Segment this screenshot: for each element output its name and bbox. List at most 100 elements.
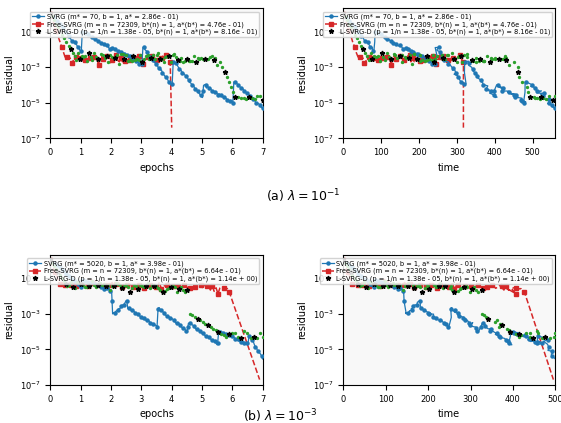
L-SVRG-D (p = 1/n = 1.38e - 05, b*(n) = 1, a*(b*) = 8.16e - 01) xyxy=(210,58,217,63)
L-SVRG-D (p = 1/n = 1.38e - 05, b*(n) = 1, a*(b*) = 1.14e + 00) xyxy=(347,269,354,274)
SVRG (m* = 5020, b = 1, a* = 3.98e - 01) xyxy=(135,311,141,316)
Free-SVRG (m = n = 72309, b*(n) = 1, a*(b*) = 4.76e - 01) xyxy=(168,125,175,130)
L-SVRG-D (p = 1/n = 1.38e - 05, b*(n) = 1, a*(b*) = 1.14e + 00) xyxy=(506,330,513,335)
Legend: SVRG (m* = 5020, b = 1, a* = 3.98e - 01), Free-SVRG (m = n = 72309, b*(n) = 1, a: SVRG (m* = 5020, b = 1, a* = 3.98e - 01)… xyxy=(320,258,552,284)
L-SVRG-D (p = 1/n = 1.38e - 05, b*(n) = 1, a*(b*) = 1.14e + 00) xyxy=(159,289,166,294)
Line: L-SVRG-D (p = 1/n = 1.38e - 05, b*(n) = 1, a*(b*) = 8.16e - 01): L-SVRG-D (p = 1/n = 1.38e - 05, b*(n) = … xyxy=(48,11,265,102)
Line: Free-SVRG (m = n = 72309, b*(n) = 1, a*(b*) = 4.76e - 01): Free-SVRG (m = n = 72309, b*(n) = 1, a*(… xyxy=(49,12,173,129)
Line: SVRG (m* = 5020, b = 1, a* = 3.98e - 01): SVRG (m* = 5020, b = 1, a* = 3.98e - 01) xyxy=(49,259,264,360)
L-SVRG-D (p = 1/n = 1.38e - 05, b*(n) = 1, a*(b*) = 8.16e - 01) xyxy=(246,94,252,99)
L-SVRG-D (p = 1/n = 1.38e - 05, b*(n) = 1, a*(b*) = 8.16e - 01) xyxy=(397,53,404,58)
L-SVRG-D (p = 1/n = 1.38e - 05, b*(n) = 1, a*(b*) = 8.16e - 01) xyxy=(183,57,190,62)
Y-axis label: residual: residual xyxy=(297,301,307,339)
Free-SVRG (m = n = 72309, b*(n) = 1, a*(b*) = 4.76e - 01) xyxy=(424,55,431,60)
Free-SVRG (m = n = 72309, b*(n) = 1, a*(b*) = 6.64e - 01) xyxy=(185,285,191,290)
Free-SVRG (m = n = 72309, b*(n) = 1, a*(b*) = 4.76e - 01) xyxy=(460,125,467,130)
Free-SVRG (m = n = 72309, b*(n) = 1, a*(b*) = 6.64e - 01) xyxy=(550,377,557,382)
L-SVRG-D (p = 1/n = 1.38e - 05, b*(n) = 1, a*(b*) = 8.16e - 01) xyxy=(340,11,347,16)
L-SVRG-D (p = 1/n = 1.38e - 05, b*(n) = 1, a*(b*) = 8.16e - 01) xyxy=(76,57,83,62)
L-SVRG-D (p = 1/n = 1.38e - 05, b*(n) = 1, a*(b*) = 1.14e + 00) xyxy=(478,287,485,292)
Free-SVRG (m = n = 72309, b*(n) = 1, a*(b*) = 6.64e - 01) xyxy=(352,281,359,286)
L-SVRG-D (p = 1/n = 1.38e - 05, b*(n) = 1, a*(b*) = 8.16e - 01) xyxy=(487,59,494,64)
L-SVRG-D (p = 1/n = 1.38e - 05, b*(n) = 1, a*(b*) = 1.14e + 00) xyxy=(410,285,417,290)
SVRG (m* = 5020, b = 1, a* = 3.98e - 01) xyxy=(239,339,246,344)
L-SVRG-D (p = 1/n = 1.38e - 05, b*(n) = 1, a*(b*) = 1.14e + 00) xyxy=(363,284,370,289)
L-SVRG-D (p = 1/n = 1.38e - 05, b*(n) = 1, a*(b*) = 1.14e + 00) xyxy=(183,287,190,292)
L-SVRG-D (p = 1/n = 1.38e - 05, b*(n) = 1, a*(b*) = 8.16e - 01) xyxy=(514,69,521,74)
L-SVRG-D (p = 1/n = 1.38e - 05, b*(n) = 1, a*(b*) = 1.14e + 00) xyxy=(151,283,158,288)
SVRG (m* = 5020, b = 1, a* = 3.98e - 01) xyxy=(340,258,347,263)
X-axis label: epochs: epochs xyxy=(139,163,174,173)
L-SVRG-D (p = 1/n = 1.38e - 05, b*(n) = 1, a*(b*) = 1.14e + 00) xyxy=(379,284,386,289)
L-SVRG-D (p = 1/n = 1.38e - 05, b*(n) = 1, a*(b*) = 8.16e - 01) xyxy=(174,58,181,63)
Free-SVRG (m = n = 72309, b*(n) = 1, a*(b*) = 6.64e - 01) xyxy=(59,281,66,286)
L-SVRG-D (p = 1/n = 1.38e - 05, b*(n) = 1, a*(b*) = 8.16e - 01) xyxy=(139,60,146,65)
L-SVRG-D (p = 1/n = 1.38e - 05, b*(n) = 1, a*(b*) = 8.16e - 01) xyxy=(112,56,119,61)
SVRG (m* = 70, b = 1, a* = 2.86e - 01) xyxy=(47,11,54,16)
L-SVRG-D (p = 1/n = 1.38e - 05, b*(n) = 1, a*(b*) = 1.14e + 00) xyxy=(426,286,433,291)
L-SVRG-D (p = 1/n = 1.38e - 05, b*(n) = 1, a*(b*) = 1.14e + 00) xyxy=(143,284,150,289)
L-SVRG-D (p = 1/n = 1.38e - 05, b*(n) = 1, a*(b*) = 8.16e - 01) xyxy=(130,53,137,58)
SVRG (m* = 5020, b = 1, a* = 3.98e - 01) xyxy=(552,357,559,362)
Free-SVRG (m = n = 72309, b*(n) = 1, a*(b*) = 4.76e - 01) xyxy=(340,11,347,16)
L-SVRG-D (p = 1/n = 1.38e - 05, b*(n) = 1, a*(b*) = 8.16e - 01) xyxy=(232,95,239,100)
L-SVRG-D (p = 1/n = 1.38e - 05, b*(n) = 1, a*(b*) = 1.14e + 00) xyxy=(461,284,468,289)
SVRG (m* = 70, b = 1, a* = 2.86e - 01) xyxy=(404,47,411,52)
L-SVRG-D (p = 1/n = 1.38e - 05, b*(n) = 1, a*(b*) = 8.16e - 01) xyxy=(360,47,367,52)
L-SVRG-D (p = 1/n = 1.38e - 05, b*(n) = 1, a*(b*) = 8.16e - 01) xyxy=(165,54,172,59)
SVRG (m* = 70, b = 1, a* = 2.86e - 01) xyxy=(340,11,347,16)
Free-SVRG (m = n = 72309, b*(n) = 1, a*(b*) = 4.76e - 01) xyxy=(103,56,109,61)
Free-SVRG (m = n = 72309, b*(n) = 1, a*(b*) = 4.76e - 01) xyxy=(47,11,54,16)
L-SVRG-D (p = 1/n = 1.38e - 05, b*(n) = 1, a*(b*) = 8.16e - 01) xyxy=(201,56,208,61)
L-SVRG-D (p = 1/n = 1.38e - 05, b*(n) = 1, a*(b*) = 1.14e + 00) xyxy=(340,258,347,263)
L-SVRG-D (p = 1/n = 1.38e - 05, b*(n) = 1, a*(b*) = 8.16e - 01) xyxy=(538,94,545,99)
L-SVRG-D (p = 1/n = 1.38e - 05, b*(n) = 1, a*(b*) = 1.14e + 00) xyxy=(127,289,134,294)
L-SVRG-D (p = 1/n = 1.38e - 05, b*(n) = 1, a*(b*) = 8.16e - 01) xyxy=(388,56,394,61)
SVRG (m* = 70, b = 1, a* = 2.86e - 01) xyxy=(95,38,102,44)
Free-SVRG (m = n = 72309, b*(n) = 1, a*(b*) = 6.64e - 01) xyxy=(56,281,63,286)
L-SVRG-D (p = 1/n = 1.38e - 05, b*(n) = 1, a*(b*) = 8.16e - 01) xyxy=(378,51,385,56)
L-SVRG-D (p = 1/n = 1.38e - 05, b*(n) = 1, a*(b*) = 8.16e - 01) xyxy=(67,47,74,52)
Free-SVRG (m = n = 72309, b*(n) = 1, a*(b*) = 6.64e - 01) xyxy=(349,281,356,286)
Line: Free-SVRG (m = n = 72309, b*(n) = 1, a*(b*) = 4.76e - 01): Free-SVRG (m = n = 72309, b*(n) = 1, a*(… xyxy=(342,12,465,129)
Free-SVRG (m = n = 72309, b*(n) = 1, a*(b*) = 6.64e - 01) xyxy=(452,284,459,289)
SVRG (m* = 5020, b = 1, a* = 3.98e - 01) xyxy=(367,283,374,288)
L-SVRG-D (p = 1/n = 1.38e - 05, b*(n) = 1, a*(b*) = 1.14e + 00) xyxy=(167,284,174,289)
L-SVRG-D (p = 1/n = 1.38e - 05, b*(n) = 1, a*(b*) = 1.14e + 00) xyxy=(102,283,109,288)
Free-SVRG (m = n = 72309, b*(n) = 1, a*(b*) = 6.64e - 01) xyxy=(425,283,432,288)
SVRG (m* = 5020, b = 1, a* = 3.98e - 01) xyxy=(489,328,495,333)
L-SVRG-D (p = 1/n = 1.38e - 05, b*(n) = 1, a*(b*) = 1.14e + 00) xyxy=(78,281,85,286)
L-SVRG-D (p = 1/n = 1.38e - 05, b*(n) = 1, a*(b*) = 1.14e + 00) xyxy=(194,316,201,321)
L-SVRG-D (p = 1/n = 1.38e - 05, b*(n) = 1, a*(b*) = 1.14e + 00) xyxy=(469,286,476,291)
SVRG (m* = 5020, b = 1, a* = 3.98e - 01) xyxy=(532,339,539,344)
L-SVRG-D (p = 1/n = 1.38e - 05, b*(n) = 1, a*(b*) = 8.16e - 01) xyxy=(157,56,163,61)
SVRG (m* = 5020, b = 1, a* = 3.98e - 01) xyxy=(416,298,423,303)
SVRG (m* = 70, b = 1, a* = 2.86e - 01) xyxy=(121,51,127,56)
L-SVRG-D (p = 1/n = 1.38e - 05, b*(n) = 1, a*(b*) = 1.14e + 00) xyxy=(404,284,411,289)
Free-SVRG (m = n = 72309, b*(n) = 1, a*(b*) = 4.76e - 01) xyxy=(450,56,457,61)
Free-SVRG (m = n = 72309, b*(n) = 1, a*(b*) = 4.76e - 01) xyxy=(127,58,134,63)
Line: SVRG (m* = 70, b = 1, a* = 2.86e - 01): SVRG (m* = 70, b = 1, a* = 2.86e - 01) xyxy=(49,11,264,110)
L-SVRG-D (p = 1/n = 1.38e - 05, b*(n) = 1, a*(b*) = 8.16e - 01) xyxy=(94,56,101,61)
Free-SVRG (m = n = 72309, b*(n) = 1, a*(b*) = 6.64e - 01) xyxy=(256,377,263,382)
L-SVRG-D (p = 1/n = 1.38e - 05, b*(n) = 1, a*(b*) = 8.16e - 01) xyxy=(424,53,431,58)
Free-SVRG (m = n = 72309, b*(n) = 1, a*(b*) = 6.64e - 01) xyxy=(437,283,444,288)
Free-SVRG (m = n = 72309, b*(n) = 1, a*(b*) = 4.76e - 01) xyxy=(416,58,423,63)
L-SVRG-D (p = 1/n = 1.38e - 05, b*(n) = 1, a*(b*) = 8.16e - 01) xyxy=(192,59,199,64)
SVRG (m* = 70, b = 1, a* = 2.86e - 01) xyxy=(111,46,117,51)
Line: Free-SVRG (m = n = 72309, b*(n) = 1, a*(b*) = 6.64e - 01): Free-SVRG (m = n = 72309, b*(n) = 1, a*(… xyxy=(49,259,261,381)
L-SVRG-D (p = 1/n = 1.38e - 05, b*(n) = 1, a*(b*) = 1.14e + 00) xyxy=(498,323,505,328)
Y-axis label: residual: residual xyxy=(4,54,14,93)
SVRG (m* = 5020, b = 1, a* = 3.98e - 01) xyxy=(425,311,432,316)
Line: L-SVRG-D (p = 1/n = 1.38e - 05, b*(n) = 1, a*(b*) = 8.16e - 01): L-SVRG-D (p = 1/n = 1.38e - 05, b*(n) = … xyxy=(341,11,555,102)
L-SVRG-D (p = 1/n = 1.38e - 05, b*(n) = 1, a*(b*) = 8.16e - 01) xyxy=(406,56,413,61)
SVRG (m* = 5020, b = 1, a* = 3.98e - 01) xyxy=(75,283,82,288)
L-SVRG-D (p = 1/n = 1.38e - 05, b*(n) = 1, a*(b*) = 1.14e + 00) xyxy=(451,289,458,294)
SVRG (m* = 70, b = 1, a* = 2.86e - 01) xyxy=(518,97,525,102)
Free-SVRG (m = n = 72309, b*(n) = 1, a*(b*) = 4.76e - 01) xyxy=(155,56,162,61)
Free-SVRG (m = n = 72309, b*(n) = 1, a*(b*) = 4.76e - 01) xyxy=(122,58,129,63)
Legend: SVRG (m* = 70, b = 1, a* = 2.86e - 01), Free-SVRG (m = n = 72309, b*(n) = 1, a*(: SVRG (m* = 70, b = 1, a* = 2.86e - 01), … xyxy=(323,12,552,37)
Line: L-SVRG-D (p = 1/n = 1.38e - 05, b*(n) = 1, a*(b*) = 1.14e + 00): L-SVRG-D (p = 1/n = 1.38e - 05, b*(n) = … xyxy=(341,258,548,341)
L-SVRG-D (p = 1/n = 1.38e - 05, b*(n) = 1, a*(b*) = 1.14e + 00) xyxy=(62,281,69,286)
L-SVRG-D (p = 1/n = 1.38e - 05, b*(n) = 1, a*(b*) = 1.14e + 00) xyxy=(355,281,362,286)
